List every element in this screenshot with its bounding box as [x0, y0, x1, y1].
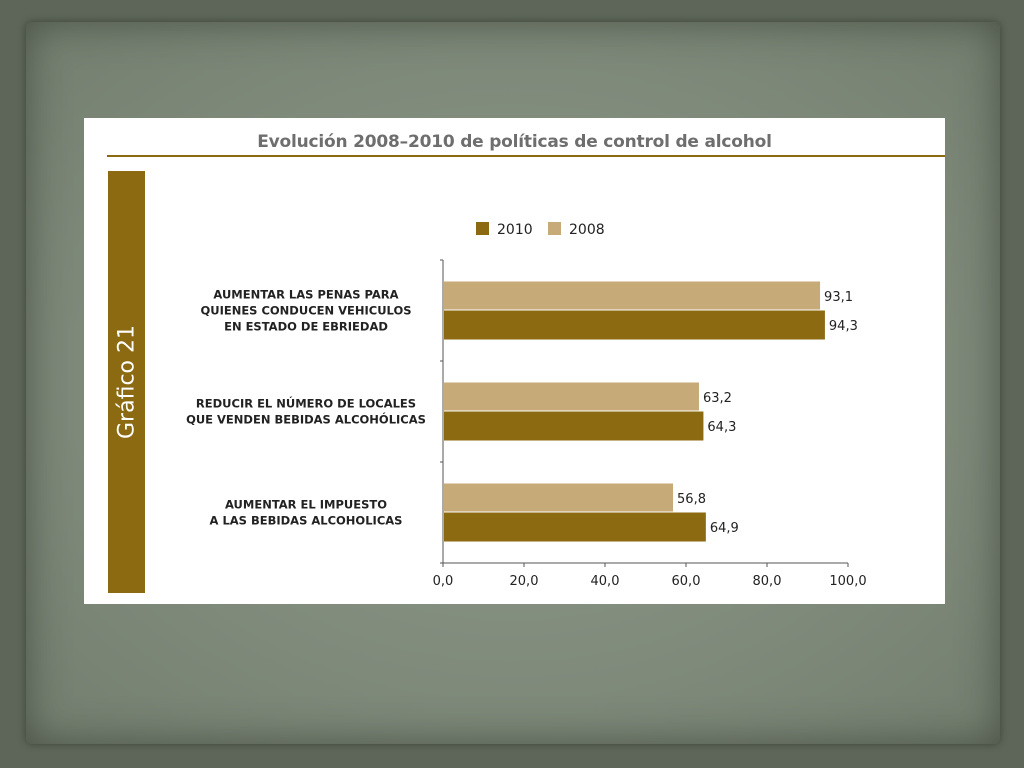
legend-label-2008: 2008	[569, 222, 605, 238]
data-label-2008: 93,1	[824, 290, 853, 305]
category-label: AUMENTAR LAS PENAS PARA	[213, 288, 398, 302]
category-label: A LAS BEBIDAS ALCOHOLICAS	[210, 514, 403, 528]
category-label: AUMENTAR EL IMPUESTO	[225, 498, 387, 512]
title-divider	[107, 155, 945, 157]
bar-2010	[444, 411, 704, 441]
legend-swatch-2008	[548, 222, 561, 235]
x-tick-label: 60,0	[672, 574, 701, 589]
x-tick-label: 40,0	[591, 574, 620, 589]
bar-2008	[444, 483, 674, 512]
bar-chart: 0,0 20,0 40,0 60,0 80,0 100,0 93,1 94,3 AUMENTAR…	[186, 222, 867, 589]
x-tick-label: 0,0	[433, 574, 454, 589]
legend-swatch-2010	[476, 222, 489, 235]
category-label: QUIENES CONDUCEN VEHICULOS	[200, 304, 411, 318]
data-label-2010: 64,3	[707, 420, 736, 435]
chart-figure: Evolución 2008–2010 de políticas de cont…	[84, 118, 945, 604]
bar-2010	[444, 512, 706, 542]
category-label: EN ESTADO DE EBRIEDAD	[224, 320, 388, 334]
bar-2008	[444, 281, 821, 310]
data-label-2010: 94,3	[829, 319, 858, 334]
x-tick-label: 80,0	[753, 574, 782, 589]
x-tick-label: 20,0	[510, 574, 539, 589]
data-label-2010: 64,9	[710, 521, 739, 536]
category-label: REDUCIR EL NÚMERO DE LOCALES	[196, 396, 416, 411]
data-label-2008: 56,8	[677, 492, 706, 507]
figure-number-band: Gráfico 21	[108, 171, 145, 593]
legend-label-2010: 2010	[497, 222, 533, 238]
bar-2010	[444, 310, 825, 340]
chart-title: Evolución 2008–2010 de políticas de cont…	[257, 132, 772, 152]
category-label: QUE VENDEN BEBIDAS ALCOHÓLICAS	[186, 412, 426, 427]
data-label-2008: 63,2	[703, 391, 732, 406]
bar-2008	[444, 382, 699, 411]
x-tick-label: 100,0	[829, 574, 866, 589]
